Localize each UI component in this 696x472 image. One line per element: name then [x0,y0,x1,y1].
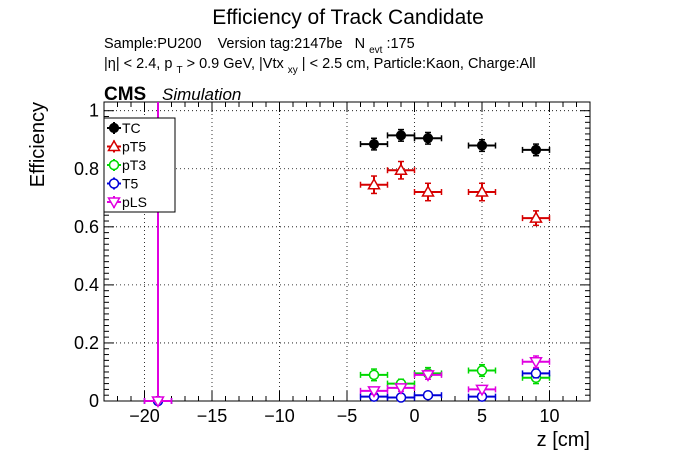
data-point [151,396,165,408]
chart-title: Efficiency of Track Candidate [212,6,484,29]
x-tick-label: 10 [539,406,559,426]
legend-entry-pt3: pT3 [107,157,146,173]
data-point [368,369,380,381]
subtitle-rest: | < 2.5 cm, Particle:Kaon, Charge:All [302,56,536,72]
data-layer [143,102,551,408]
x-tick-label: −5 [337,406,358,426]
data-point [394,163,408,175]
subtitle-eta-cut: |η| < 2.4, p [104,56,172,72]
data-point [422,389,434,401]
y-tick-label: 0.4 [74,275,99,295]
data-point [476,365,488,376]
legend-label: pLS [122,194,147,210]
data-point [421,184,435,197]
subtitle-sample: Sample:PU200 [104,36,202,52]
x-tick-label: −10 [264,406,295,426]
data-point [476,140,488,151]
data-point [475,184,489,197]
data-point [475,384,489,397]
legend-marker [107,197,121,209]
series-tc [359,128,551,157]
y-tick-label: 0.8 [74,159,99,179]
data-point [367,386,381,398]
legend-entry-pls: pLS [107,194,147,210]
data-point [394,383,408,395]
legend-marker [108,122,120,134]
data-point [422,133,434,144]
y-axis-label: Efficiency [27,102,49,187]
legend: TC pT5 pT3 T5 pLS [103,117,176,213]
data-point [530,144,542,155]
legend-entry-tc: TC [107,120,141,136]
legend-label: TC [122,120,141,136]
data-point [421,370,435,382]
legend-label: pT5 [122,139,146,155]
data-point [530,368,542,379]
data-point [529,357,543,369]
y-tick-label: 1 [89,101,99,121]
subtitle-nevt-sub: evt [369,45,383,56]
subtitle-pt-cut: > 0.9 GeV, |Vtx [187,56,285,72]
cms-label: CMS [104,84,146,105]
x-tick-label: 5 [477,406,487,426]
series-pt5 [359,160,551,227]
legend-entry-pt5: pT5 [107,139,146,155]
simulation-label: Simulation [162,85,241,104]
subtitle-nevt-value: :175 [386,36,414,52]
subtitle-vtx-sub: xy [288,65,298,76]
y-tick-label: 0.6 [74,217,99,237]
subtitle-nevt: N [355,36,365,52]
axis-layer: −20 −15 −10 −5 0 5 10 0 0.2 0.4 0.6 0.8 1 [74,101,591,426]
y-tick-label: 0.2 [74,333,99,353]
legend-marker [108,159,120,171]
subtitle-pt-sub: T [176,65,182,76]
legend-label: pT3 [122,157,146,173]
legend-marker [107,139,121,152]
subtitle-version: Version tag:2147be [218,36,343,52]
series-pls [143,102,551,408]
data-point [367,177,381,190]
x-tick-label: −20 [129,406,160,426]
subtitle-line-2: |η| < 2.4, p T > 0.9 GeV, |Vtx xy | < 2.… [104,56,536,77]
legend-items: TC pT5 pT3 T5 pLS [107,120,147,210]
legend-marker [108,178,120,189]
x-tick-label: −15 [197,406,228,426]
data-point [395,130,407,141]
data-point [368,138,380,150]
subtitle-line-1: Sample:PU200 Version tag:2147be N evt :1… [104,36,415,57]
x-tick-label: 0 [409,406,419,426]
legend-entry-t5: T5 [107,176,139,192]
y-tick-label: 0 [89,391,99,411]
x-axis-label: z [cm] [537,429,590,451]
data-point [529,211,543,223]
legend-label: T5 [122,176,139,192]
